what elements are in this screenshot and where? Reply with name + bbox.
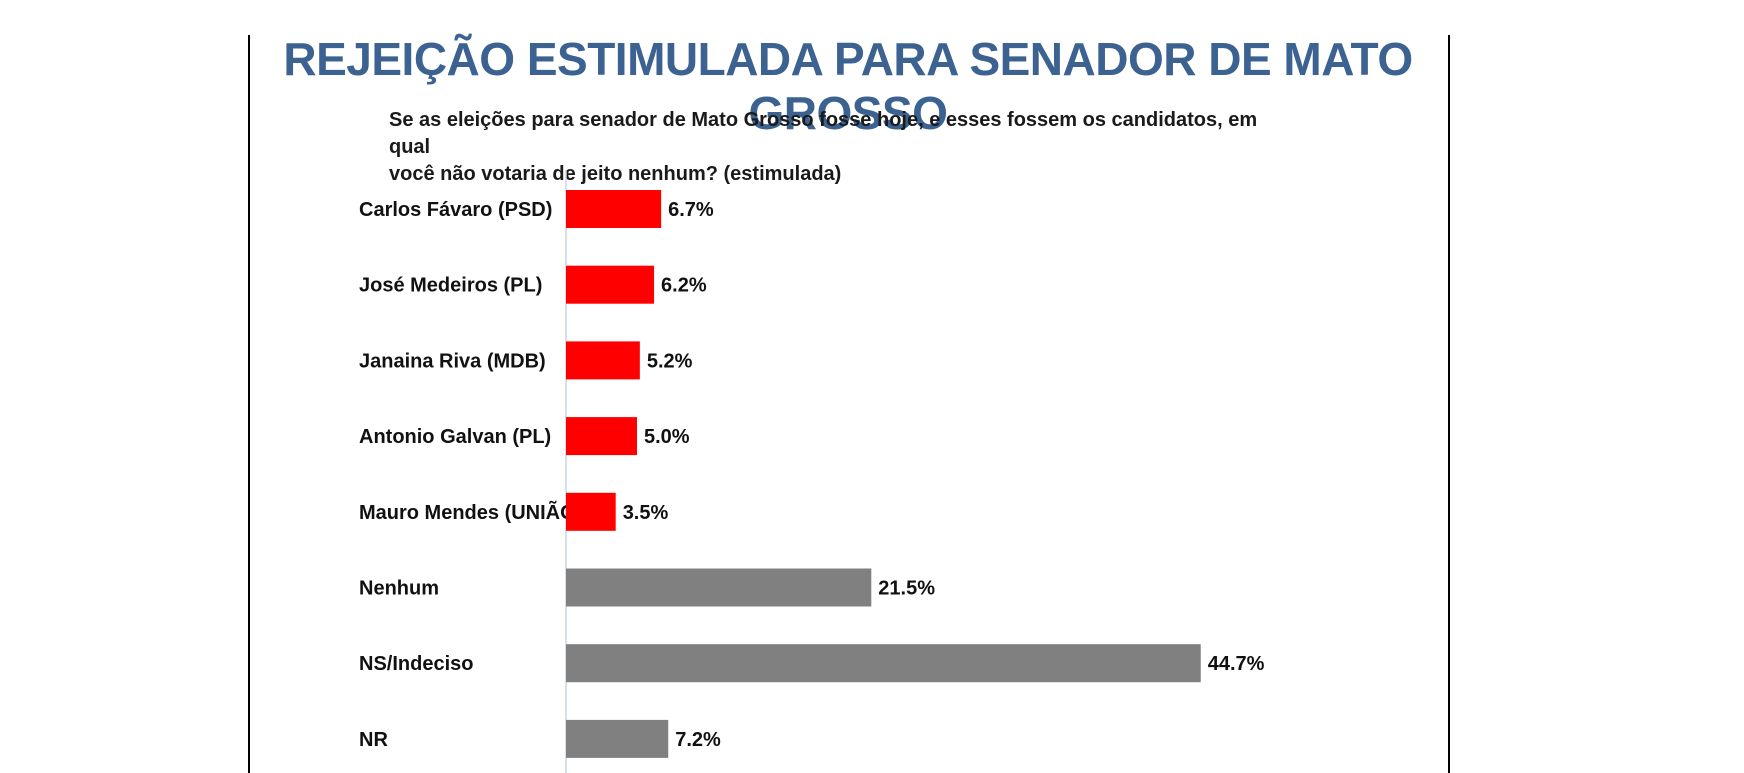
value-label: 44.7% (1208, 653, 1265, 675)
category-label: Janaina Riva (MDB) (359, 350, 546, 372)
category-label: Carlos Fávaro (PSD) (359, 199, 552, 221)
bar (566, 190, 662, 228)
bar (566, 341, 640, 380)
category-label: NS/Indeciso (359, 653, 473, 675)
bar (566, 492, 616, 531)
value-label: 3.5% (623, 502, 669, 524)
category-label: NR (359, 729, 388, 751)
category-label: José Medeiros (PL) (359, 275, 542, 297)
bar (566, 568, 872, 607)
frame-right-border (1448, 35, 1450, 773)
bar (566, 417, 637, 456)
subtitle-line-1: Se as eleições para senador de Mato Gros… (389, 109, 1258, 158)
chart-title: REJEIÇÃO ESTIMULADA PARA SENADOR DE MATO… (283, 33, 1413, 139)
value-label: 6.7% (668, 199, 714, 221)
value-label: 6.2% (661, 275, 707, 297)
category-label: Nenhum (359, 578, 439, 600)
bar (566, 265, 655, 304)
category-label: Antonio Galvan (PL) (359, 426, 551, 448)
value-label: 21.5% (878, 578, 935, 600)
value-label: 5.2% (647, 350, 693, 372)
value-label: 5.0% (644, 426, 690, 448)
subtitle-line-2: você não votaria de jeito nenhum? (estim… (389, 163, 842, 185)
chart-subtitle: Se as eleições para senador de Mato Gros… (389, 107, 1259, 188)
bar (566, 644, 1201, 683)
value-label: 7.2% (675, 729, 721, 751)
bar (566, 719, 669, 758)
category-label: Mauro Mendes (UNIÃO) (359, 501, 582, 524)
frame-left-border (248, 35, 250, 773)
